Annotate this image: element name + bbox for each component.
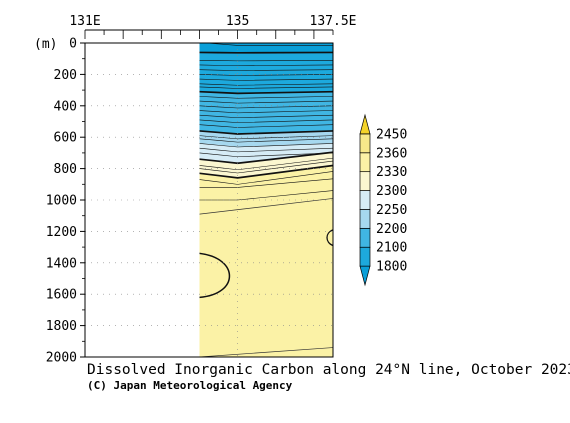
- contour-25: [199, 160, 333, 174]
- contour-12: [199, 105, 333, 109]
- contour-26: [199, 164, 333, 179]
- contour-27: [199, 171, 333, 185]
- contour-28: [199, 178, 333, 188]
- colorbar-seg-5: [359, 171, 371, 191]
- axis-labels: 0 200 400 600 800 1000 1200 1400 1600 1800 2000 (m)…: [34, 14, 356, 366]
- contour-14: [199, 114, 333, 119]
- contour-23: [199, 151, 333, 165]
- y-tick-label-8: 1600: [46, 288, 77, 303]
- y-axis-label: (m): [34, 37, 57, 52]
- colorbar-label-4: 2300: [376, 184, 407, 199]
- contour-4: [199, 69, 333, 71]
- contour-11: [199, 100, 333, 104]
- colorbar-label-1: 2100: [376, 241, 407, 256]
- contour-5: [199, 74, 333, 76]
- contour-21: [199, 147, 333, 153]
- chart-title: Dissolved Inorganic Carbon along 24°N li…: [87, 362, 570, 378]
- grid: [85, 43, 333, 357]
- colorbar: 1800 2100 2200 2250 2300 2330 2360 2450: [359, 113, 407, 287]
- band-6: [199, 165, 333, 357]
- contour-16: [199, 124, 333, 128]
- colorbar-seg-2: [359, 227, 371, 248]
- deep-feature-0: [199, 252, 230, 299]
- x-tick-label-1: 135: [226, 14, 249, 29]
- contour-2: [199, 59, 333, 62]
- colorbar-label-3: 2250: [376, 203, 407, 218]
- colorbar-label-0: 1800: [376, 260, 407, 275]
- band-0: [199, 43, 333, 54]
- colorbar-seg-6: [359, 152, 371, 173]
- contour-29: [199, 190, 333, 201]
- y-tick-label-10: 2000: [46, 351, 77, 366]
- y-tick-label-5: 1000: [46, 194, 77, 209]
- colorbar-label-6: 2360: [376, 146, 407, 161]
- axis-ticks: [80, 29, 334, 358]
- colorbar-seg-8: [359, 113, 371, 135]
- y-tick-label-4: 800: [54, 162, 77, 177]
- colorbar-seg-1: [359, 246, 371, 267]
- colorbar-label-5: 2330: [376, 165, 407, 180]
- contour-3: [199, 64, 333, 67]
- contour-17: [199, 130, 333, 135]
- y-tick-label-1: 200: [54, 68, 77, 83]
- credit-text: (C) Japan Meteorological Agency: [87, 379, 293, 392]
- x-tick-label-0: 131E: [69, 14, 100, 29]
- y-tick-label-2: 400: [54, 99, 77, 114]
- contour-9: [199, 90, 333, 95]
- contour-15: [199, 119, 333, 123]
- y-tick-label-9: 1800: [46, 319, 77, 334]
- deep-feature-3: [199, 347, 333, 357]
- color-bands: [199, 43, 333, 357]
- contour-18: [199, 135, 333, 140]
- contour-22: [199, 152, 333, 158]
- contour-20: [199, 143, 333, 148]
- contour-6: [199, 78, 333, 81]
- y-tick-label-7: 1400: [46, 256, 77, 271]
- contour-10: [199, 96, 333, 99]
- y-tick-label-6: 1200: [46, 225, 77, 240]
- deep-feature-2: [199, 198, 333, 215]
- contour-lines: [199, 43, 333, 357]
- colorbar-seg-0: [359, 265, 371, 287]
- colorbar-label-7: 2450: [376, 127, 407, 142]
- contour-13: [199, 110, 333, 114]
- colorbar-seg-7: [359, 133, 371, 154]
- y-tick-label-0: 0: [69, 37, 77, 52]
- x-tick-label-2: 137.5E: [310, 14, 357, 29]
- colorbar-label-2: 2200: [376, 222, 407, 237]
- colorbar-seg-4: [359, 190, 371, 210]
- contour-7: [199, 83, 333, 86]
- contour-8: [199, 86, 333, 89]
- band-2: [199, 91, 333, 135]
- contour-19: [199, 138, 333, 143]
- contour-24: [199, 157, 333, 171]
- colorbar-seg-3: [359, 209, 371, 229]
- y-tick-label-3: 600: [54, 131, 77, 146]
- deep-feature-1: [326, 229, 333, 247]
